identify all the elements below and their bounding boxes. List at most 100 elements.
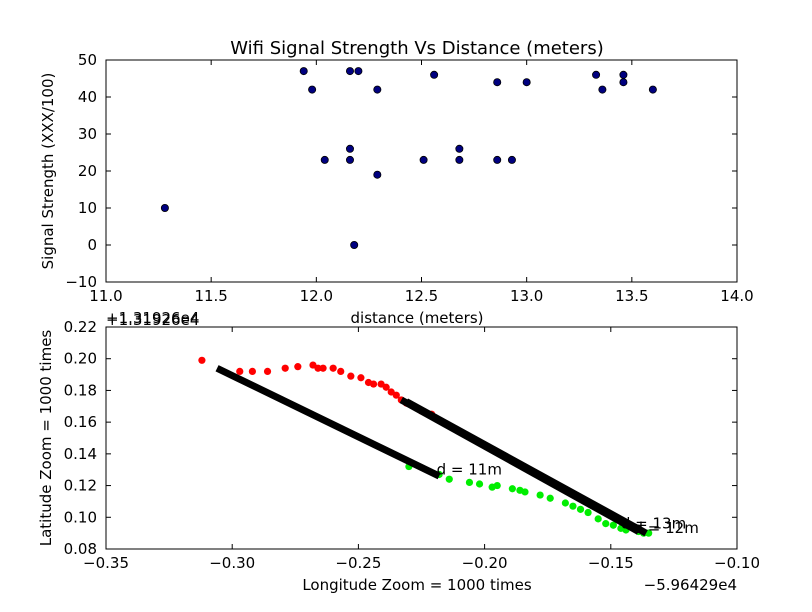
y-tick-label: 50 xyxy=(78,51,97,69)
data-point xyxy=(354,67,363,76)
data-point xyxy=(392,391,400,399)
data-point xyxy=(508,485,516,493)
data-point xyxy=(357,374,365,382)
data-point xyxy=(569,502,577,510)
data-point xyxy=(584,508,592,517)
data-point xyxy=(594,515,602,523)
data-point xyxy=(475,480,484,488)
data-point xyxy=(576,505,585,513)
x-tick-label: 12.5 xyxy=(405,287,438,305)
data-point xyxy=(198,356,206,364)
top-chart-frame xyxy=(105,59,738,283)
data-point xyxy=(299,67,308,76)
x-tick-label: 14.0 xyxy=(720,287,753,305)
top-chart: Wifi Signal Strength Vs Distance (meters… xyxy=(39,38,754,327)
data-point xyxy=(263,367,272,375)
top-chart-title: Wifi Signal Strength Vs Distance (meters… xyxy=(230,38,603,59)
x-tick-label: −0.15 xyxy=(588,554,634,572)
bottom-chart-ylabel: Latitude Zoom = 1000 times xyxy=(37,330,55,547)
data-point xyxy=(160,203,169,212)
data-point xyxy=(493,481,501,490)
data-point xyxy=(522,78,531,87)
data-point xyxy=(493,155,502,164)
data-point xyxy=(561,499,569,507)
bottom-chart-y-offset: +1.31926e4 xyxy=(106,311,199,329)
data-point xyxy=(319,364,327,372)
x-tick-label: 13.5 xyxy=(615,287,648,305)
y-tick-label: 0.18 xyxy=(64,381,97,399)
data-point xyxy=(320,155,329,164)
top-chart-x-offset: +1.31926e4 xyxy=(106,309,199,327)
bottom-chart: −0.35 −0.30 −0.25 −0.20 −0.15 −0.10 0.08 0.10 0.… xyxy=(37,311,760,594)
data-point xyxy=(546,494,554,502)
data-point xyxy=(314,364,322,372)
distance-annotation: d = 11m xyxy=(437,460,502,478)
y-tick-label: −10 xyxy=(65,273,97,291)
data-point xyxy=(308,85,317,94)
y-tick-label: 0.22 xyxy=(64,318,97,336)
data-point xyxy=(248,367,256,375)
data-point xyxy=(419,155,428,164)
y-tick-label: 0.10 xyxy=(64,508,97,526)
y-tick-label: 30 xyxy=(78,125,97,143)
y-tick-label: 0.08 xyxy=(64,540,97,558)
x-tick-label: −0.25 xyxy=(335,554,381,572)
data-point xyxy=(373,85,382,94)
y-tick-label: 20 xyxy=(78,162,97,180)
bottom-chart-x-offset: −5.96429e4 xyxy=(644,576,737,594)
data-point xyxy=(602,520,610,528)
top-chart-xlabel: distance (meters) xyxy=(351,309,484,327)
x-tick-label: 11.5 xyxy=(194,287,227,305)
data-point xyxy=(350,240,359,249)
data-point xyxy=(521,488,529,496)
data-point xyxy=(648,85,657,94)
y-tick-label: 0.16 xyxy=(64,413,97,431)
x-tick-label: 13.0 xyxy=(510,287,543,305)
y-tick-label: 0 xyxy=(87,236,97,254)
data-point xyxy=(347,372,355,380)
data-point xyxy=(598,85,607,94)
distance-line xyxy=(404,398,648,537)
distance-annotation: d = 13m xyxy=(621,514,686,532)
data-point xyxy=(609,521,617,529)
data-point xyxy=(345,144,354,153)
data-point xyxy=(382,383,390,391)
x-tick-label: −0.10 xyxy=(714,554,760,572)
data-point xyxy=(455,144,464,153)
data-point xyxy=(369,380,378,388)
data-point xyxy=(445,475,453,483)
data-point xyxy=(281,364,289,372)
data-point xyxy=(430,70,439,79)
data-point xyxy=(294,363,302,371)
y-tick-label: 0.12 xyxy=(64,477,97,495)
x-tick-label: −0.35 xyxy=(83,554,129,572)
distance-annotation: d = 12m xyxy=(634,519,699,537)
distance-line xyxy=(215,365,441,480)
data-point xyxy=(592,70,601,79)
x-tick-label: −0.30 xyxy=(209,554,255,572)
data-point xyxy=(619,78,628,87)
y-tick-label: 0.14 xyxy=(64,445,97,463)
y-tick-label: 0.20 xyxy=(64,350,97,368)
data-point xyxy=(337,367,345,375)
top-chart-ylabel: Signal Strength (XXX/100) xyxy=(39,73,57,270)
data-point xyxy=(619,70,628,79)
data-point xyxy=(345,155,354,164)
x-tick-label: 11.0 xyxy=(89,287,122,305)
bottom-chart-xlabel: Longitude Zoom = 1000 times xyxy=(302,576,532,594)
data-point xyxy=(345,67,354,76)
y-tick-label: 40 xyxy=(78,88,97,106)
data-point xyxy=(373,170,382,179)
x-tick-label: −0.20 xyxy=(462,554,508,572)
y-tick-label: 10 xyxy=(78,199,97,217)
data-point xyxy=(536,491,544,499)
data-point xyxy=(236,367,244,375)
x-tick-label: 12.0 xyxy=(300,287,333,305)
data-point xyxy=(507,155,516,164)
data-point xyxy=(329,364,337,372)
bottom-chart-frame xyxy=(105,326,738,550)
data-point xyxy=(493,78,502,87)
data-point xyxy=(465,478,474,486)
data-point xyxy=(455,155,464,164)
